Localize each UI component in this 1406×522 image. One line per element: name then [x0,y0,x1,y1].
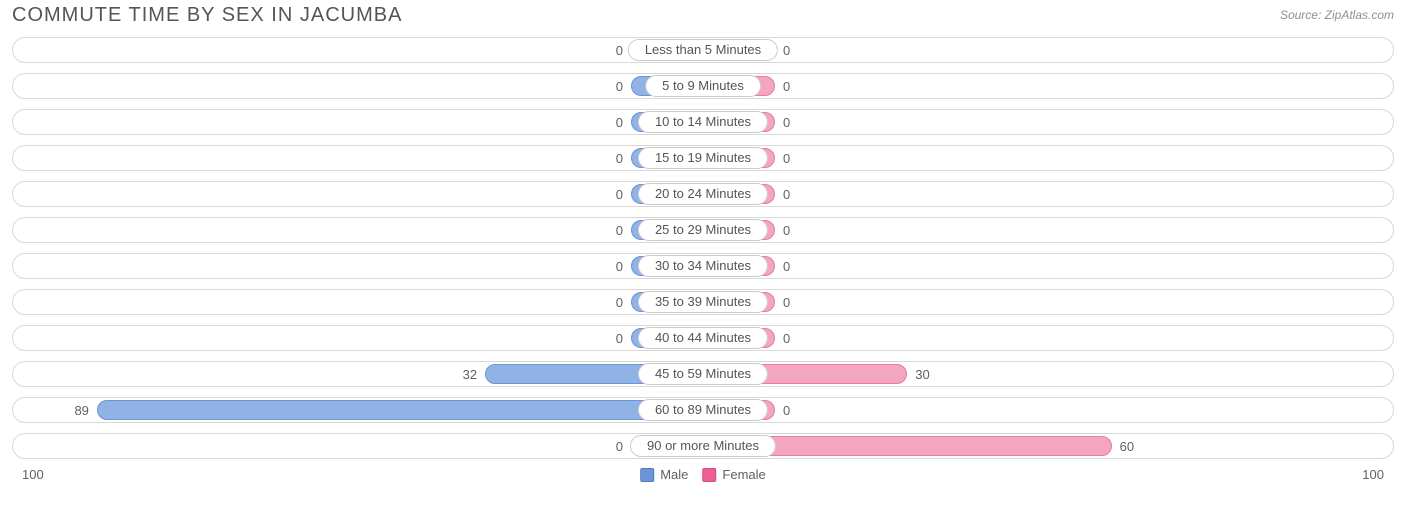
male-value: 0 [608,295,631,310]
male-value: 0 [608,439,631,454]
row-female-half: 0 [703,287,1394,317]
row-male-half: 0 [12,179,703,209]
category-label: 60 to 89 Minutes [638,399,768,421]
row-female-half: 60 [703,431,1394,461]
legend-item-female: Female [702,467,765,482]
male-value: 0 [608,331,631,346]
axis-label-right: 100 [1362,467,1384,482]
legend-swatch-male [640,468,654,482]
legend-label-male: Male [660,467,688,482]
male-value: 0 [608,187,631,202]
row-male-half: 32 [12,359,703,389]
chart-header: Commute Time By Sex in Jacumba Source: Z… [0,0,1406,35]
chart-title: Commute Time By Sex in Jacumba [12,4,402,27]
chart-row: 0 0 10 to 14 Minutes [12,107,1394,137]
female-value: 0 [775,151,798,166]
category-label: Less than 5 Minutes [628,39,778,61]
category-label: 15 to 19 Minutes [638,147,768,169]
chart-row: 0 0 35 to 39 Minutes [12,287,1394,317]
row-male-half: 0 [12,107,703,137]
male-value: 89 [66,403,96,418]
category-label: 5 to 9 Minutes [645,75,761,97]
row-female-half: 0 [703,179,1394,209]
male-value: 32 [455,367,485,382]
row-female-half: 0 [703,71,1394,101]
male-value: 0 [608,223,631,238]
female-value: 0 [775,223,798,238]
chart-plot-area: 00Less than 5 Minutes005 to 9 Minutes001… [0,35,1406,461]
female-value: 0 [775,331,798,346]
row-female-half: 0 [703,395,1394,425]
category-label: 25 to 29 Minutes [638,219,768,241]
row-female-half: 0 [703,323,1394,353]
female-value: 0 [775,403,798,418]
row-male-half: 0 [12,323,703,353]
row-male-half: 0 [12,215,703,245]
row-female-half: 0 [703,143,1394,173]
category-label: 10 to 14 Minutes [638,111,768,133]
female-value: 0 [775,187,798,202]
row-female-half: 0 [703,35,1394,65]
chart-row: 0 0 5 to 9 Minutes [12,71,1394,101]
chart-row: 0 0 15 to 19 Minutes [12,143,1394,173]
row-female-half: 0 [703,251,1394,281]
male-value: 0 [608,259,631,274]
category-label: 30 to 34 Minutes [638,255,768,277]
chart-row: 0 0 40 to 44 Minutes [12,323,1394,353]
row-female-half: 30 [703,359,1394,389]
female-value: 30 [907,367,937,382]
axis-label-left: 100 [22,467,44,482]
chart-row: 0 0 30 to 34 Minutes [12,251,1394,281]
category-label: 20 to 24 Minutes [638,183,768,205]
female-value: 0 [775,295,798,310]
category-label: 35 to 39 Minutes [638,291,768,313]
chart-row: 32 30 45 to 59 Minutes [12,359,1394,389]
chart-row: 0 0 20 to 24 Minutes [12,179,1394,209]
chart-container: Commute Time By Sex in Jacumba Source: Z… [0,0,1406,495]
chart-footer: 100 Male Female 100 [0,467,1406,495]
chart-row: 89 0 60 to 89 Minutes [12,395,1394,425]
male-value: 0 [608,151,631,166]
female-value: 0 [775,259,798,274]
female-value: 0 [775,43,798,58]
chart-row: 0 0Less than 5 Minutes [12,35,1394,65]
male-value: 0 [608,79,631,94]
female-value: 60 [1112,439,1142,454]
row-male-half: 0 [12,143,703,173]
row-male-half: 0 [12,71,703,101]
female-value: 0 [775,79,798,94]
legend-swatch-female [702,468,716,482]
category-label: 40 to 44 Minutes [638,327,768,349]
row-male-half: 0 [12,251,703,281]
row-male-half: 0 [12,287,703,317]
chart-source: Source: ZipAtlas.com [1280,4,1394,22]
chart-row: 0 0 25 to 29 Minutes [12,215,1394,245]
row-female-half: 0 [703,215,1394,245]
legend-item-male: Male [640,467,688,482]
category-label: 90 or more Minutes [630,435,776,457]
male-value: 0 [608,115,631,130]
legend-label-female: Female [722,467,765,482]
row-male-half: 89 [12,395,703,425]
chart-legend: Male Female [640,467,766,482]
category-label: 45 to 59 Minutes [638,363,768,385]
chart-row: 0 60 90 or more Minutes [12,431,1394,461]
row-male-half: 0 [12,35,703,65]
male-bar [97,400,703,420]
row-female-half: 0 [703,107,1394,137]
female-value: 0 [775,115,798,130]
row-male-half: 0 [12,431,703,461]
